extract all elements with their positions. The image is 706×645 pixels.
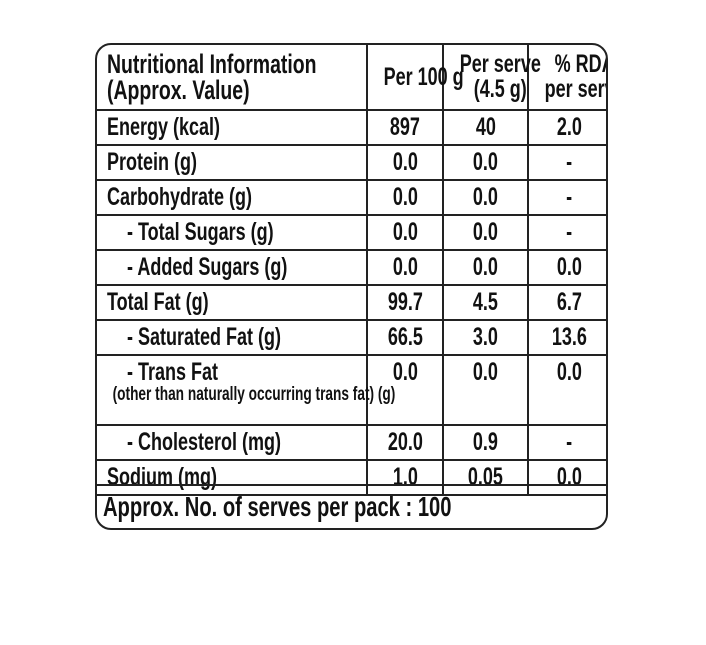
header-nutrient: Nutritional Information (Approx. Value): [97, 45, 368, 111]
per-serve-value: 4.5: [472, 288, 499, 316]
rda-value: -: [566, 218, 573, 246]
row-label: Protein (g): [107, 148, 197, 176]
per-serve-value: 0.0: [472, 358, 499, 386]
table-row-added-sugars: - Added Sugars (g) 0.0 0.0 0.0: [97, 249, 606, 286]
header-nutrient-line1: Nutritional Information: [107, 48, 317, 79]
rda-value: 13.6: [551, 323, 588, 351]
per-serve-value: 0.0: [472, 148, 499, 176]
row-label: - Added Sugars (g): [127, 253, 288, 281]
header-nutrient-line2: (Approx. Value): [107, 74, 250, 105]
rda-value: 2.0: [556, 113, 583, 141]
table-row-carbohydrate: Carbohydrate (g) 0.0 0.0 -: [97, 179, 606, 216]
table-row-sodium: Sodium (mg) 1.0 0.05 0.0: [97, 459, 606, 496]
rda-value: 0.0: [556, 253, 583, 281]
row-label: - Cholesterol (mg): [127, 428, 282, 456]
per-100g-value: 0.0: [392, 218, 418, 246]
rda-value: 6.7: [556, 288, 583, 316]
table-row-protein: Protein (g) 0.0 0.0 -: [97, 144, 606, 181]
per-serve-value: 0.9: [472, 428, 499, 456]
per-serve-value: 0.0: [472, 253, 499, 281]
per-serve-value: 40: [475, 113, 496, 141]
per-100g-value: 897: [389, 113, 421, 141]
header-row: Nutritional Information (Approx. Value) P…: [97, 45, 606, 111]
per-serve-value: 3.0: [472, 323, 499, 351]
per-100g-value: 20.0: [387, 428, 423, 456]
header-per-serve: Per serve (4.5 g): [442, 45, 541, 111]
per-serve-value: 0.0: [472, 218, 499, 246]
serves-per-pack-text: Approx. No. of serves per pack : 100: [103, 491, 452, 522]
header-rda: % RDAper serve: [527, 45, 606, 111]
row-label: - Saturated Fat (g): [127, 323, 282, 351]
row-label: Carbohydrate (g): [107, 183, 253, 211]
table-row-energy: Energy (kcal) 897 40 2.0: [97, 109, 606, 146]
rda-value: -: [566, 148, 573, 176]
row-sublabel: (other than naturally occurring trans fa…: [112, 384, 396, 405]
per-100g-value: 0.0: [392, 183, 418, 211]
row-label: - Trans Fat: [127, 358, 219, 386]
per-100g-value: 0.0: [392, 358, 418, 386]
per-100g-value: 0.0: [392, 148, 418, 176]
table-row-trans-fat: - Trans Fat (other than naturally occurri…: [97, 354, 606, 426]
nutrition-facts-table: Nutritional Information (Approx. Value) P…: [95, 43, 608, 530]
table-row-cholesterol: - Cholesterol (mg) 20.0 0.9 -: [97, 424, 606, 461]
rda-value: -: [566, 183, 573, 211]
per-100g-value: 99.7: [387, 288, 423, 316]
per-serve-value: 0.0: [472, 183, 499, 211]
row-label: Energy (kcal): [107, 113, 221, 141]
serves-per-pack: Approx. No. of serves per pack : 100: [97, 484, 606, 528]
table-row-total-fat: Total Fat (g) 99.7 4.5 6.7: [97, 284, 606, 321]
table-row-total-sugars: - Total Sugars (g) 0.0 0.0 -: [97, 214, 606, 251]
header-per-100g: Per 100 g: [366, 45, 464, 111]
rda-value: 0.0: [556, 358, 583, 386]
row-label: - Total Sugars (g): [127, 218, 274, 246]
rda-value: -: [566, 428, 573, 456]
table-row-saturated-fat: - Saturated Fat (g) 66.5 3.0 13.6: [97, 319, 606, 356]
per-100g-value: 0.0: [392, 253, 418, 281]
row-label: Total Fat (g): [107, 288, 209, 316]
per-100g-value: 66.5: [387, 323, 423, 351]
